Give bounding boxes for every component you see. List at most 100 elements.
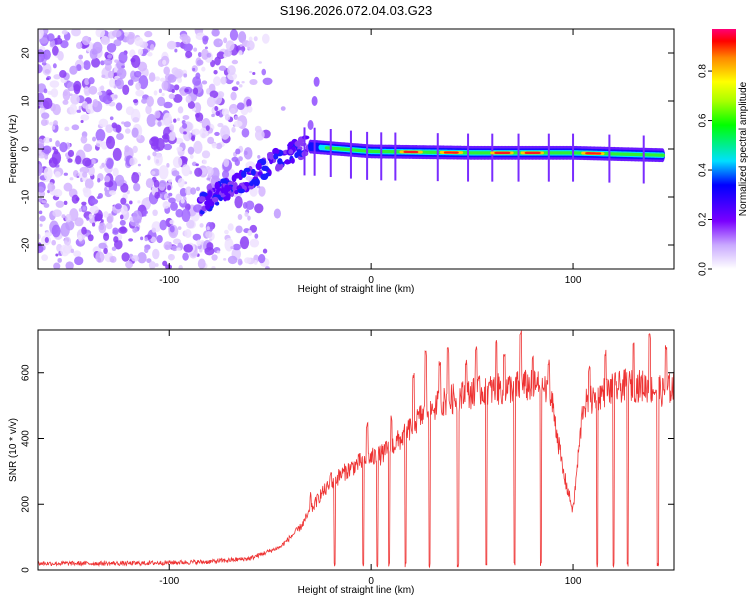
noise-blob — [103, 232, 110, 241]
heatmap-y-ticks: -20 -10 0 10 20 — [21, 47, 674, 252]
noise-blob — [173, 68, 184, 78]
noise-blob — [170, 201, 178, 212]
peak-yellow — [418, 150, 423, 154]
noise-blob — [201, 80, 208, 85]
noise-blob — [238, 31, 247, 43]
branch-blob — [311, 96, 318, 106]
noise-blob — [54, 171, 61, 178]
noise-blob — [224, 114, 231, 121]
trace-blob — [273, 153, 279, 160]
peak-red — [454, 151, 459, 154]
noise-blob — [63, 200, 68, 205]
noise-blob — [177, 177, 185, 188]
noise-blob — [181, 164, 191, 177]
noise-blob — [216, 250, 221, 254]
noise-blob — [89, 205, 99, 214]
noise-blob — [61, 214, 66, 219]
noise-blob — [232, 243, 241, 251]
noise-blob — [137, 134, 141, 140]
noise-blob — [176, 247, 181, 251]
noise-blob — [183, 73, 188, 78]
noise-blob — [154, 110, 161, 119]
noise-blob — [151, 227, 156, 233]
noise-blob — [49, 80, 60, 88]
chart-title: S196.2026.072.04.03.G23 — [280, 3, 433, 18]
noise-blob — [254, 203, 264, 214]
noise-blob — [113, 236, 119, 243]
noise-blob — [199, 127, 208, 139]
noise-blob — [205, 125, 210, 132]
snr-series-line — [38, 330, 674, 569]
noise-blob — [48, 157, 58, 168]
noise-blob — [78, 208, 82, 212]
noise-blob — [177, 226, 182, 231]
noise-blob — [88, 77, 95, 85]
noise-blob — [40, 118, 48, 127]
noise-blob — [206, 96, 216, 108]
noise-blob — [99, 165, 103, 169]
noise-blob — [187, 101, 195, 109]
noise-blob — [71, 29, 81, 37]
trace-blob — [261, 165, 270, 172]
noise-blob — [154, 191, 160, 199]
trace-blob — [269, 152, 274, 160]
noise-blob — [202, 159, 208, 165]
noise-blob — [220, 125, 230, 140]
noise-blob — [43, 49, 51, 60]
noise-blob — [184, 88, 189, 93]
noise-blob — [47, 33, 55, 42]
noise-blob — [52, 146, 57, 151]
noise-blob — [159, 77, 166, 82]
noise-blob — [213, 76, 221, 86]
trace-blob — [232, 185, 237, 191]
noise-blob — [96, 196, 101, 199]
noise-blob — [133, 182, 141, 192]
noise-blob — [182, 115, 190, 120]
noise-blob — [200, 168, 207, 175]
noise-blob — [38, 105, 41, 109]
noise-blob — [194, 167, 203, 177]
noise-blob — [81, 226, 87, 235]
noise-blob — [132, 145, 138, 154]
trace-blob — [243, 167, 251, 173]
peak-red — [414, 150, 419, 154]
heatmap-y-tick-label: 10 — [21, 95, 32, 107]
noise-blob — [73, 170, 79, 178]
snr-y-tick-label: 400 — [21, 430, 32, 447]
noise-blob — [192, 87, 199, 95]
noise-blob — [109, 78, 116, 88]
noise-blob — [78, 105, 82, 111]
noise-blob — [206, 52, 212, 58]
noise-blob — [61, 30, 68, 35]
noise-blob — [120, 182, 129, 193]
noise-blob — [155, 263, 159, 267]
noise-blob — [140, 236, 144, 241]
noise-blob — [187, 146, 195, 155]
noise-blob — [206, 226, 210, 231]
colorbar-tick-label: 0.0 — [698, 262, 709, 276]
noise-blob — [84, 90, 91, 96]
noise-blob — [169, 225, 175, 233]
noise-blob — [230, 91, 237, 101]
noise-blob — [249, 224, 258, 233]
noise-blob — [247, 215, 251, 221]
noise-blob — [220, 76, 227, 85]
noise-blob — [110, 256, 117, 263]
trace-blob — [272, 147, 280, 155]
noise-blob — [173, 94, 183, 103]
noise-blob — [103, 175, 111, 183]
noise-blob — [91, 57, 101, 68]
noise-blob — [80, 120, 84, 124]
noise-blob — [191, 135, 196, 142]
trace-blob — [214, 181, 220, 190]
noise-blob — [230, 246, 234, 250]
noise-blob — [169, 124, 175, 131]
noise-blob — [192, 76, 202, 86]
noise-blob — [112, 147, 122, 161]
noise-blob — [168, 131, 176, 141]
noise-blob — [162, 133, 170, 143]
noise-blob — [238, 50, 243, 56]
noise-blob — [76, 109, 82, 113]
noise-blob — [80, 114, 90, 121]
noise-blob — [207, 136, 215, 145]
